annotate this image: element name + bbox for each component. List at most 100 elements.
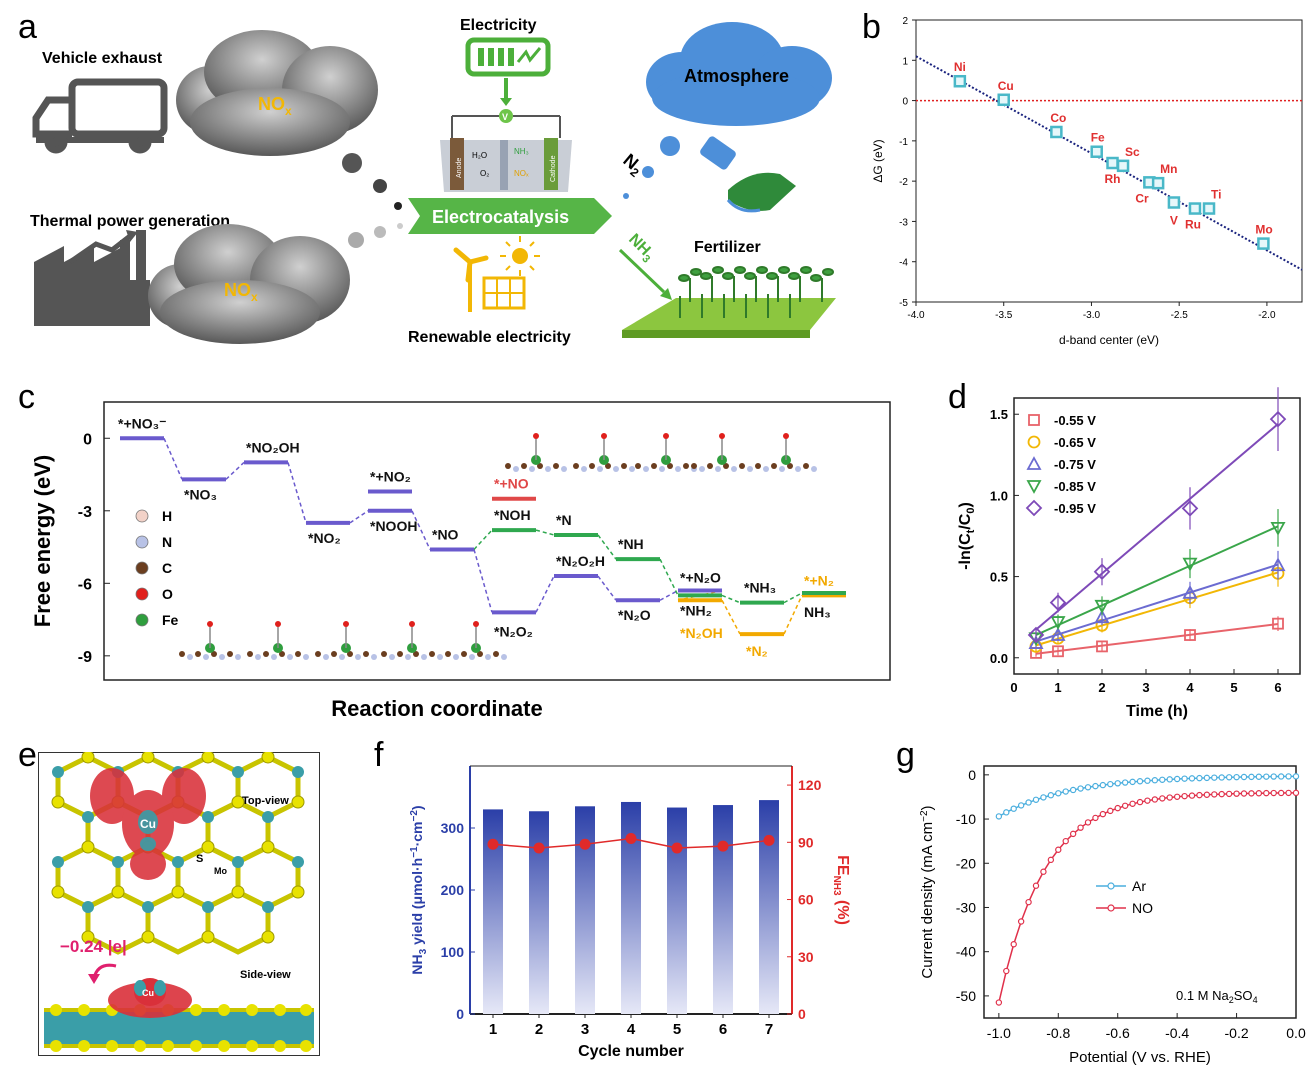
wind-solar-icon bbox=[453, 236, 540, 312]
chart-c-molecule-upper bbox=[755, 433, 817, 472]
chart-c-level-label: *+NO₂ bbox=[370, 468, 411, 484]
chart-f-fe-point bbox=[671, 842, 683, 854]
chart-c-legend-marker bbox=[135, 509, 149, 523]
chart-d-ytick-label: 1.5 bbox=[990, 407, 1008, 422]
chart-f-xtick-label: 3 bbox=[581, 1021, 589, 1038]
chart-b-xtick-label: -2.0 bbox=[1258, 310, 1276, 321]
chart-c-level-label: *NH₃ bbox=[744, 580, 776, 596]
chart-c-substrate-atom bbox=[635, 463, 641, 469]
chart-d-legend-marker bbox=[1026, 456, 1042, 470]
chart-c-legend-marker bbox=[135, 613, 149, 627]
chart-c-substrate-atom bbox=[195, 651, 201, 657]
chart-g-point bbox=[1092, 814, 1099, 822]
chart-c-substrate-atom bbox=[413, 651, 419, 657]
chart-c-substrate-atom bbox=[771, 463, 777, 469]
chart-b-ytick-label: 2 bbox=[902, 16, 908, 27]
chart-c-substrate-atom bbox=[699, 466, 705, 472]
emission-dots bbox=[342, 153, 403, 248]
chart-f-right-tick-label: 0 bbox=[798, 1006, 806, 1022]
panel-e-charge-density: Cu S Mo Top-view −0.24 |e| Side-view Cu bbox=[38, 752, 320, 1056]
chart-c-connector bbox=[721, 594, 741, 604]
chart-b-point bbox=[1202, 202, 1216, 215]
chart-c-substrate-atom bbox=[597, 466, 603, 472]
chart-c-molecule-upper bbox=[691, 433, 753, 472]
chart-b-point bbox=[1116, 159, 1130, 173]
chart-c-level-label: *NO₂ bbox=[308, 530, 341, 546]
chart-c-level-label: *N₂ bbox=[746, 643, 768, 659]
chart-c-connector bbox=[659, 558, 679, 596]
chart-g-point bbox=[1203, 774, 1211, 782]
chart-c-substrate-atom bbox=[421, 654, 427, 660]
chart-d-point bbox=[1094, 599, 1110, 614]
chart-g-point bbox=[1203, 791, 1211, 798]
chart-d-ylabel: -ln(Ct/C0) bbox=[957, 502, 977, 570]
chart-d-legend-label: -0.95 V bbox=[1054, 501, 1096, 516]
chart-c-o-atom bbox=[275, 621, 281, 627]
chart-c-level-label: *N₂O₂ bbox=[494, 623, 533, 639]
chart-g-legend-label: NO bbox=[1132, 900, 1153, 916]
chart-d-point bbox=[1027, 626, 1045, 644]
chart-d-frame bbox=[1013, 397, 1301, 675]
chart-c-substrate-atom bbox=[779, 466, 785, 472]
chart-f-left-ylabel-part: ) bbox=[409, 805, 425, 810]
chart-c-substrate-atom bbox=[667, 463, 673, 469]
chart-g-legend-marker bbox=[1107, 904, 1115, 912]
nox-cloud-bottom bbox=[148, 224, 350, 344]
chart-g-point bbox=[1099, 781, 1107, 789]
nox-sub-top: x bbox=[285, 104, 292, 118]
chart-g-point bbox=[1055, 846, 1062, 853]
chart-g-point bbox=[1196, 791, 1203, 799]
chart-c-connector bbox=[225, 461, 245, 480]
thermal-power-label: Thermal power generation bbox=[30, 213, 230, 230]
chart-f-left-ylabel-part: −2 bbox=[409, 810, 420, 822]
chart-c-frame bbox=[103, 401, 891, 681]
chart-g-point bbox=[1003, 809, 1010, 816]
chart-c-substrate-atom bbox=[477, 651, 483, 657]
cell-cathode: Cathode bbox=[550, 155, 557, 182]
chart-c-legend-marker bbox=[135, 535, 149, 549]
chart-g-xtick-label: -0.4 bbox=[1165, 1025, 1189, 1041]
chart-c-level-label: NH₃ bbox=[804, 604, 831, 620]
chart-c-ytick-label: 0 bbox=[83, 431, 92, 448]
chart-g-point bbox=[1173, 775, 1181, 783]
chart-g-point bbox=[1263, 789, 1270, 797]
chart-c-substrate-atom bbox=[803, 463, 809, 469]
chart-d-ylabel-part: -ln(C bbox=[957, 533, 974, 570]
chart-c-connector bbox=[535, 529, 555, 536]
chart-g-point bbox=[1144, 797, 1151, 804]
chart-d-fit-line bbox=[1035, 423, 1279, 631]
chart-c-substrate-atom bbox=[747, 466, 753, 472]
chart-c-substrate-atom bbox=[573, 463, 579, 469]
chart-c-substrate-atom bbox=[537, 463, 543, 469]
chart-c-level-label: *N₂O₂H bbox=[556, 553, 605, 569]
atmosphere-label: Atmosphere bbox=[684, 66, 789, 86]
chart-b-point-label: Ru bbox=[1185, 218, 1201, 232]
chart-c-substrate-atom bbox=[529, 466, 535, 472]
chart-d-ytick-label: 0.5 bbox=[990, 570, 1008, 585]
chart-g-legend-marker bbox=[1107, 882, 1115, 890]
chart-c-substrate-atom bbox=[279, 651, 285, 657]
chart-c-substrate-atom bbox=[461, 651, 467, 657]
nh3-arrow bbox=[618, 248, 672, 300]
chart-c-substrate-atom bbox=[521, 463, 527, 469]
chart-c-substrate-atom bbox=[613, 466, 619, 472]
cell-nh3: NH₃ bbox=[514, 147, 529, 156]
chart-f-fe-point bbox=[487, 838, 499, 850]
chart-c-legend-label: O bbox=[162, 586, 173, 602]
electricity-label: Electricity bbox=[460, 17, 537, 34]
panel-letter-f: f bbox=[374, 736, 384, 774]
chart-c-substrate-atom bbox=[227, 651, 233, 657]
chart-f-right-tick-label: 60 bbox=[798, 892, 814, 908]
chart-c-molecule-upper bbox=[573, 433, 635, 472]
chart-g-point bbox=[1121, 779, 1129, 786]
chart-d-point bbox=[1272, 617, 1284, 630]
chart-f-left-tick-label: 0 bbox=[456, 1006, 464, 1022]
fertilizer-label: Fertilizer bbox=[694, 239, 761, 256]
chart-d-point bbox=[1270, 521, 1286, 536]
chart-d-point bbox=[1094, 609, 1110, 624]
chart-c-connector bbox=[349, 510, 369, 524]
chart-g-xlabel: Potential (V vs. RHE) bbox=[1069, 1049, 1211, 1066]
chart-g-point bbox=[1084, 784, 1092, 791]
chart-d-xtick-label: 0 bbox=[1010, 680, 1017, 695]
chart-c-substrate-atom bbox=[397, 651, 403, 657]
